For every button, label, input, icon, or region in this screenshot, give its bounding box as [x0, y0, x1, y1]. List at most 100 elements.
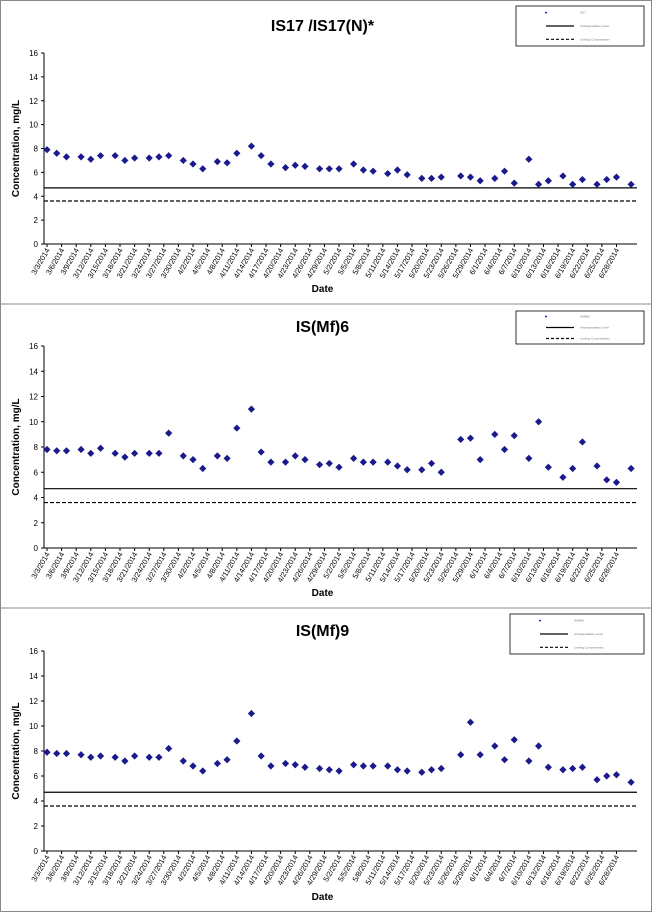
data-point	[281, 164, 290, 172]
data-point	[384, 458, 392, 466]
y-axis-label: Concentration, mg/L	[11, 100, 22, 197]
data-point	[525, 454, 533, 462]
data-point	[155, 449, 163, 457]
data-point	[325, 165, 333, 173]
data-point	[223, 756, 231, 764]
data-point	[53, 749, 61, 758]
data-point	[155, 753, 163, 761]
data-point	[315, 764, 324, 773]
data-point	[476, 456, 484, 464]
data-point	[525, 155, 533, 163]
data-point	[627, 464, 635, 473]
data-point	[43, 748, 51, 756]
data-point	[612, 478, 621, 486]
legend-entry: IS(Mf)6	[580, 315, 590, 319]
data-point	[510, 432, 518, 440]
data-point	[359, 166, 367, 174]
data-point	[418, 466, 426, 474]
data-point	[418, 174, 426, 182]
data-point	[403, 171, 411, 179]
data-point	[145, 154, 153, 162]
legend-entry: IS(Mf)9	[574, 619, 584, 623]
legend: IS(Mf)6 Antidegradation Level Limiting Con…	[515, 310, 645, 345]
data-point	[257, 752, 265, 760]
data-point	[257, 448, 265, 456]
data-point	[145, 449, 153, 457]
y-tick-label: 0	[34, 544, 39, 553]
data-point	[369, 762, 377, 770]
data-point	[466, 434, 475, 442]
data-point	[111, 449, 119, 457]
data-point	[457, 435, 465, 444]
data-point	[510, 736, 518, 744]
data-point	[281, 759, 290, 768]
data-point	[165, 429, 173, 437]
y-tick-label: 10	[29, 418, 38, 427]
data-point	[335, 463, 343, 471]
data-point	[544, 763, 552, 771]
data-point	[544, 177, 552, 185]
data-point	[189, 456, 197, 464]
data-point	[301, 456, 309, 464]
data-point	[369, 458, 377, 466]
data-point	[325, 766, 333, 774]
data-point	[593, 462, 601, 470]
legend-entry: Antidegradation Level	[580, 326, 609, 330]
data-point	[403, 466, 411, 474]
data-point	[165, 744, 173, 753]
data-point	[131, 449, 139, 457]
data-point	[612, 173, 621, 181]
legend: IS17 Antidegradation Level Limiting Concen…	[515, 5, 645, 47]
data-point	[145, 753, 153, 761]
data-point	[578, 438, 587, 446]
data-point	[121, 156, 129, 165]
data-point	[578, 175, 587, 184]
data-point	[544, 463, 552, 471]
y-tick-label: 14	[29, 672, 38, 681]
data-point	[77, 445, 85, 454]
legend-marker	[544, 315, 548, 318]
data-point	[350, 454, 358, 462]
data-point	[578, 763, 587, 771]
data-point	[500, 756, 509, 764]
data-point	[87, 449, 95, 457]
data-point	[393, 462, 402, 470]
data-point	[111, 152, 119, 160]
legend-entry: Antidegradation Level	[574, 632, 603, 636]
data-point	[96, 444, 105, 452]
data-point	[359, 458, 367, 466]
y-tick-label: 0	[34, 240, 39, 249]
data-point	[525, 757, 533, 765]
legend-marker	[544, 11, 548, 14]
y-tick-label: 16	[29, 342, 38, 351]
y-tick-label: 8	[34, 747, 39, 756]
y-axis-label: Concentration, mg/L	[11, 398, 22, 495]
data-point	[491, 430, 499, 438]
data-point	[179, 156, 187, 165]
data-point	[267, 160, 275, 168]
data-point	[559, 172, 567, 180]
y-tick-label: 6	[34, 168, 39, 177]
data-point	[233, 737, 241, 745]
chart-2: IS(Mf)602468101214163/3/20143/6/20143/9/…	[0, 310, 652, 609]
data-point	[155, 153, 163, 161]
data-point	[87, 753, 95, 761]
x-axis-label: Date	[312, 588, 334, 599]
y-tick-label: 6	[34, 468, 39, 477]
data-point	[165, 152, 173, 160]
data-point	[213, 452, 221, 460]
legend-box	[515, 5, 645, 47]
y-tick-label: 12	[29, 97, 38, 106]
data-point	[418, 768, 426, 776]
legend: IS(Mf)9 Antidegradation Level Limiting Con…	[509, 613, 645, 655]
data-point	[476, 751, 484, 759]
chart-title: IS(Mf)9	[296, 623, 349, 640]
data-point	[427, 174, 436, 182]
data-point	[62, 447, 71, 455]
data-point	[179, 452, 187, 460]
data-point	[603, 476, 611, 484]
data-point	[569, 180, 577, 188]
data-point	[350, 160, 358, 168]
data-point	[510, 179, 518, 187]
